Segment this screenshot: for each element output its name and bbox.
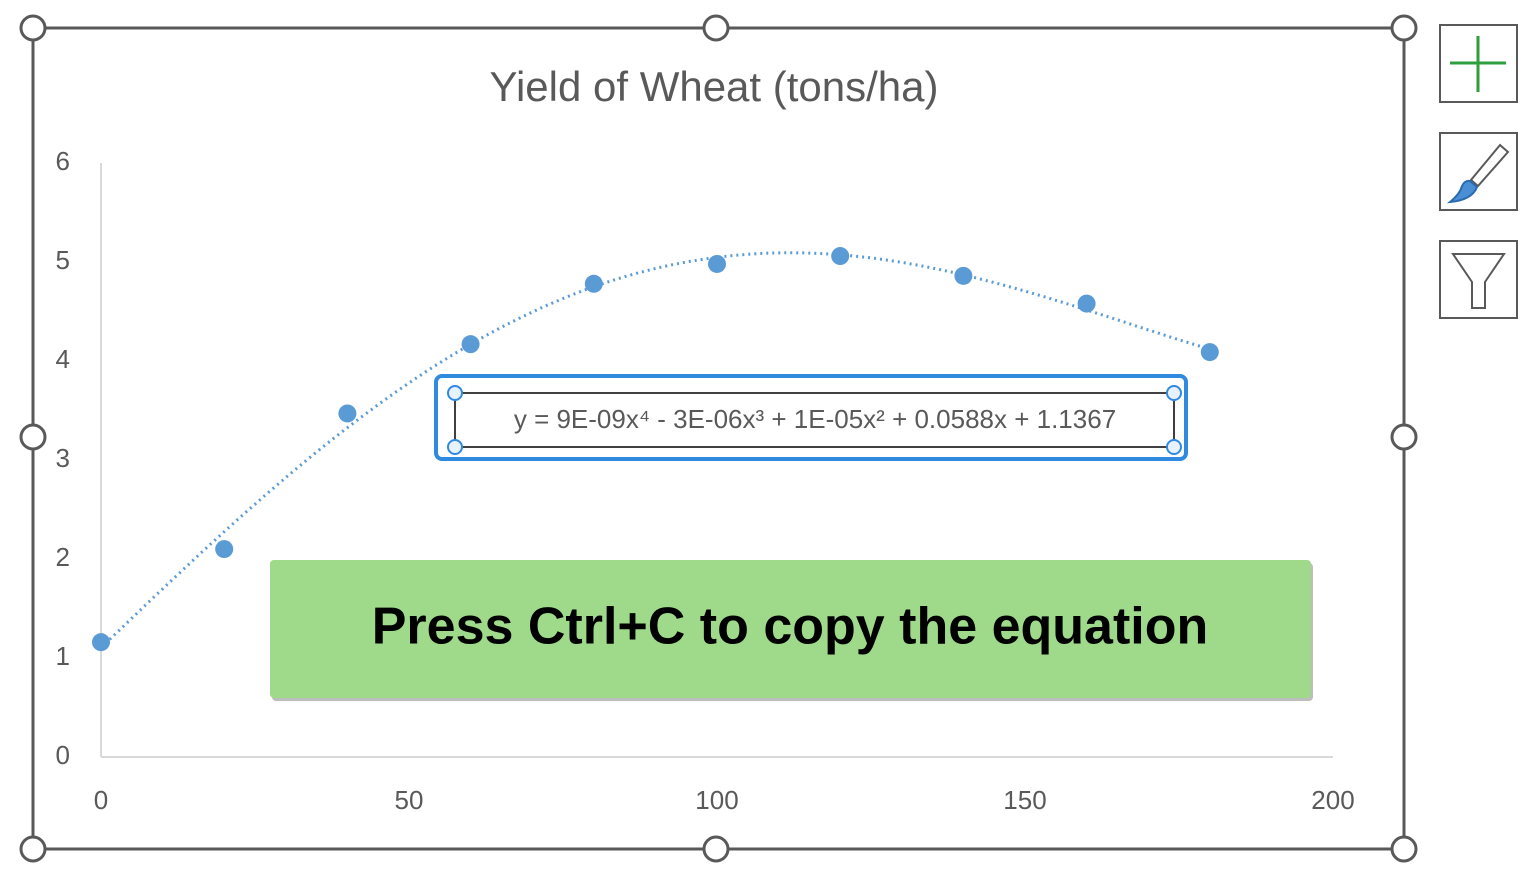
data-point — [1200, 343, 1219, 362]
x-tick-label: 50 — [395, 785, 424, 815]
handle[interactable] — [702, 835, 730, 863]
handle[interactable] — [1390, 835, 1418, 863]
x-tick-label: 200 — [1311, 785, 1354, 815]
resize-handles — [19, 14, 1418, 863]
trendline-equation: y = 9E-09x⁴ - 3E-06x³ + 1E-05x² + 0.0588… — [514, 404, 1116, 434]
callout-text: Press Ctrl+C to copy the equation — [372, 598, 1209, 656]
y-tick-label: 2 — [56, 542, 70, 572]
data-point — [215, 540, 234, 559]
data-point — [338, 404, 357, 423]
callout-box — [270, 560, 1311, 698]
trendline — [99, 251, 1211, 649]
y-tick-label: 6 — [56, 146, 70, 176]
data-point — [831, 247, 850, 266]
data-point — [1077, 294, 1096, 313]
y-tick-label: 1 — [56, 641, 70, 671]
filter-icon — [1451, 253, 1506, 309]
label-handle[interactable] — [447, 385, 463, 401]
data-point — [584, 274, 603, 293]
plot-area: 0 1 2 3 4 5 6 0 50 100 150 200 — [56, 146, 1355, 815]
x-tick-label: 100 — [695, 785, 738, 815]
chart-filters-button[interactable] — [1439, 240, 1518, 319]
y-tick-label: 4 — [56, 344, 70, 374]
instruction-callout: Press Ctrl+C to copy the equation — [270, 560, 1313, 701]
x-tick-label: 0 — [94, 785, 108, 815]
chart-styles-button[interactable] — [1439, 132, 1518, 211]
handle[interactable] — [1390, 423, 1418, 451]
label-handle[interactable] — [1166, 439, 1182, 455]
trendline-label[interactable]: y = 9E-09x⁴ - 3E-06x³ + 1E-05x² + 0.0588… — [434, 374, 1188, 461]
data-point — [708, 254, 726, 273]
handle[interactable] — [19, 423, 47, 451]
y-tick-label: 0 — [56, 740, 70, 770]
handle[interactable] — [702, 14, 730, 42]
handle[interactable] — [19, 835, 47, 863]
label-handle[interactable] — [1166, 385, 1182, 401]
handle[interactable] — [19, 14, 47, 42]
brush-handle — [1469, 143, 1510, 188]
label-box — [454, 392, 1175, 448]
data-point — [461, 335, 480, 354]
label-handle[interactable] — [447, 439, 463, 455]
x-tick-label: 150 — [1003, 785, 1046, 815]
y-tick-label: 5 — [56, 245, 70, 275]
chart-elements-button[interactable] — [1439, 24, 1518, 103]
data-point — [92, 633, 110, 652]
handle[interactable] — [1390, 14, 1418, 42]
chart-title: Yield of Wheat (tons/ha) — [490, 63, 939, 110]
data-point — [954, 266, 973, 285]
y-tick-label: 3 — [56, 443, 70, 473]
brush-tip — [1446, 179, 1479, 204]
